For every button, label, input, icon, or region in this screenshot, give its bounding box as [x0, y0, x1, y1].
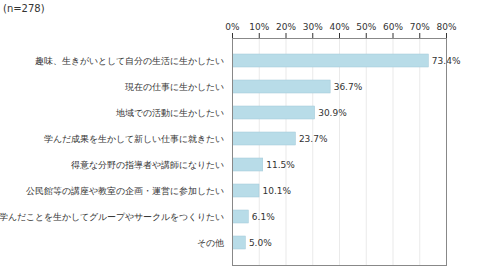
- svg-text:現在の仕事に生かしたい: 現在の仕事に生かしたい: [125, 82, 224, 92]
- html-text:(n=278): (n=278): [3, 3, 45, 14]
- svg-text:70%: 70%: [410, 22, 430, 32]
- svg-text:地域での活動に生かしたい: 地域での活動に生かしたい: [115, 108, 224, 118]
- svg-text:5.0%: 5.0%: [249, 238, 272, 248]
- svg-text:60%: 60%: [383, 22, 403, 32]
- svg-text:0%: 0%: [225, 22, 240, 32]
- svg-text:30%: 30%: [303, 22, 323, 32]
- svg-text:40%: 40%: [329, 22, 349, 32]
- svg-text:73.4%: 73.4%: [431, 55, 461, 66]
- svg-text:学んだ成果を生かして新しい仕事に就きたい: 学んだ成果を生かして新しい仕事に就きたい: [44, 134, 224, 144]
- svg-text:趣味、生きがいとして自分の生活に生かしたい: 趣味、生きがいとして自分の生活に生かしたい: [35, 56, 224, 66]
- svg-text:10.1%: 10.1%: [263, 186, 292, 196]
- svg-text:その他: その他: [197, 238, 224, 248]
- svg-text:得意な分野の指導者や講師になりたい: 得意な分野の指導者や講師になりたい: [71, 160, 224, 170]
- svg-text:50%: 50%: [356, 22, 376, 32]
- svg-text:公民館等の講座や教室の企画・運営に参加したい: 公民館等の講座や教室の企画・運営に参加したい: [26, 186, 224, 196]
- svg-text:80%: 80%: [436, 22, 456, 32]
- svg-text:10%: 10%: [249, 22, 269, 32]
- svg-text:20%: 20%: [276, 22, 296, 32]
- svg-text:36.7%: 36.7%: [334, 82, 363, 92]
- svg-text:学んだことを生かしてグループやサークルをつくりたい: 学んだことを生かしてグループやサークルをつくりたい: [0, 212, 224, 222]
- svg-text:11.5%: 11.5%: [266, 160, 295, 170]
- svg-text:30.9%: 30.9%: [318, 108, 347, 118]
- svg-text:23.7%: 23.7%: [299, 134, 328, 144]
- svg-text:6.1%: 6.1%: [252, 212, 275, 222]
